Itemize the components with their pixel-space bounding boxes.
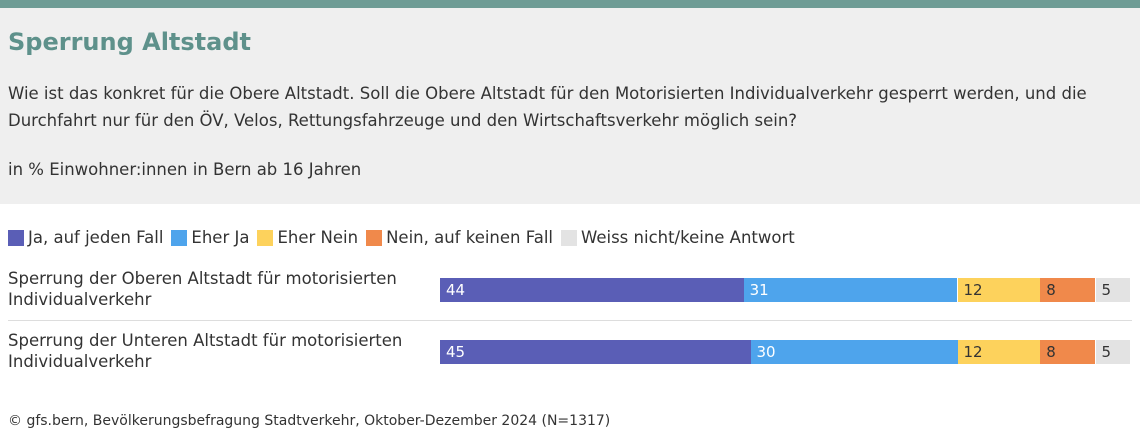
legend-swatch [171,229,188,246]
value-label: 8 [1046,281,1056,299]
header-panel [0,8,1140,204]
chart-title: Sperrung Altstadt [8,28,251,56]
bar-segment [1040,340,1096,364]
bar-segment [440,340,751,364]
legend-label: Ja, auf jeden Fall [28,228,164,247]
bar-segment [1040,278,1096,302]
bar-segment [1095,278,1130,302]
legend-swatch [561,229,577,246]
legend-item: Eher Ja [171,228,249,247]
legend-item: Nein, auf keinen Fall [366,228,553,247]
subtitle: Wie ist das konkret für die Obere Altsta… [8,84,1087,130]
legend-label: Eher Ja [191,228,250,247]
value-label: 5 [1101,281,1112,299]
value-label: 12 [963,343,983,361]
row-label: Sperrung der Oberen Altstadt für motoris… [8,269,397,309]
source: © gfs.bern, Bevölkerungsbefragung Stadtv… [8,413,611,429]
value-label: 8 [1046,343,1056,361]
top-bar [0,0,1140,8]
value-label: 44 [446,281,466,299]
legend-swatch [366,229,383,246]
legend-item: Eher Nein [257,228,358,247]
row-label: Sperrung der Unteren Altstadt für motori… [8,331,403,371]
legend-label: Eher Nein [277,228,359,247]
value-label: 45 [446,343,466,361]
bar-segment [440,278,744,302]
legend: Ja, auf jeden Fall Eher Ja Eher Nein Nein, … [8,228,803,247]
bar-segment [750,340,958,364]
bar-segment [957,340,1041,364]
note: in % Einwohner:innen in Bern ab 16 Jahre… [8,160,362,179]
legend-item: Weiss nicht/keine Antwort [561,228,795,247]
bar-segment [743,278,958,302]
legend-label: Weiss nicht/keine Antwort [581,228,795,247]
value-label: 12 [963,281,983,299]
value-label: 31 [749,281,769,299]
legend-swatch [8,229,24,246]
row-separator [8,320,1132,321]
value-label: 5 [1101,343,1112,361]
legend-item: Ja, auf jeden Fall [8,228,163,247]
value-label: 30 [756,343,776,361]
legend-label: Nein, auf keinen Fall [386,228,553,247]
bar-segment [1095,340,1130,364]
legend-swatch [257,229,274,246]
bar-segment [957,278,1041,302]
